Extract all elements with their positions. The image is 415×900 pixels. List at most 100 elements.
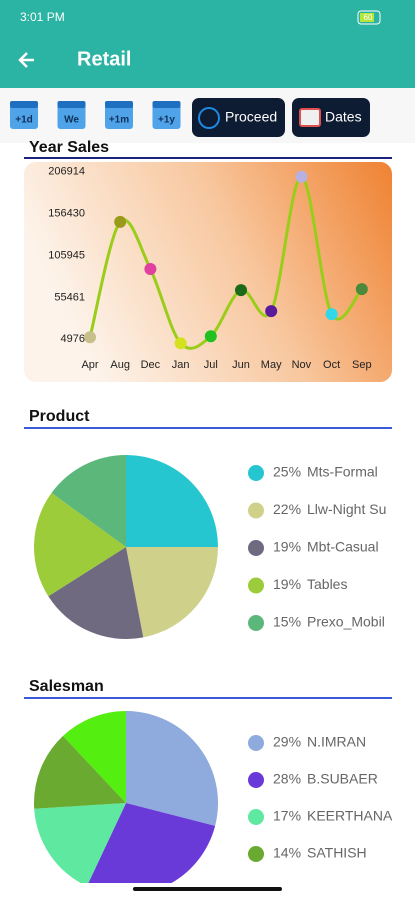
quick-range-label: We (64, 115, 79, 126)
legend-swatch (248, 540, 264, 556)
data-point (325, 308, 338, 321)
section-title: Year Sales (29, 139, 109, 156)
legend-value: 25% (273, 464, 301, 480)
legend-value: 28% (273, 771, 301, 787)
legend-value: 29% (273, 734, 301, 750)
data-point (144, 263, 157, 276)
pie-slice (34, 492, 126, 597)
legend-label: Tables (307, 576, 347, 592)
back-button[interactable] (18, 52, 34, 68)
y-tick-label: 105945 (48, 249, 85, 261)
legend-label: SATHISH (307, 845, 367, 861)
battery-text: 60 (364, 13, 373, 22)
legend-label: N.IMRAN (307, 734, 366, 750)
quick-range-label: +1m (109, 115, 129, 126)
x-tick-label: May (261, 359, 282, 371)
button-bg (292, 98, 370, 137)
pie-slice (34, 735, 126, 809)
nav-handle (133, 887, 282, 891)
pie-slice (34, 803, 126, 883)
action-button[interactable]: Dates (292, 98, 370, 137)
legend-swatch (248, 577, 264, 594)
battery-level (360, 13, 374, 22)
legend-swatch (248, 846, 264, 862)
legend-value: 15% (273, 614, 301, 630)
x-tick-label: Jun (232, 359, 250, 371)
pie-slice (126, 711, 218, 826)
data-point (235, 284, 247, 297)
legend-swatch (248, 735, 264, 751)
x-tick-label: Jul (204, 359, 218, 371)
data-point (204, 330, 217, 343)
y-tick-label: 55461 (54, 291, 85, 303)
button-label: Proceed (225, 109, 277, 125)
pie-slice (48, 547, 144, 639)
legend-label: Mts-Formal (307, 464, 378, 480)
legend-swatch (248, 772, 264, 788)
quick-range-label: +1y (158, 115, 175, 126)
legend-label: B.SUBAER (307, 771, 378, 787)
quick-range-button[interactable]: We (57, 101, 86, 129)
legend-value: 14% (273, 845, 301, 861)
section-title: Salesman (29, 678, 104, 695)
x-tick-label: Sep (352, 359, 372, 371)
quick-range-button[interactable]: +1y (152, 101, 181, 129)
legend: 29% N.IMRAN 28% B.SUBAER 17% KEERTHANA 14% SATH… (248, 734, 393, 862)
data-point (355, 283, 368, 296)
data-point (174, 337, 187, 350)
calendar-top (57, 101, 86, 108)
legend-value: 22% (273, 501, 301, 517)
legend: 25% Mts-Formal 22% Llw-Night Su 19% Mbt-Casua… (248, 464, 386, 631)
x-tick-label: Apr (81, 359, 98, 371)
data-point (295, 170, 308, 183)
calendar-top (152, 101, 181, 108)
data-point (84, 331, 96, 344)
x-tick-label: Nov (292, 359, 312, 371)
line-series (88, 175, 363, 350)
data-point (114, 215, 127, 228)
legend-label: Prexo_Mobil (307, 614, 385, 630)
pie-slice (63, 711, 126, 803)
legend-value: 19% (273, 576, 301, 592)
legend-label: Mbt-Casual (307, 539, 379, 555)
quick-range-label: +1d (15, 115, 33, 126)
pie-slice (126, 455, 218, 547)
app-bar (0, 0, 415, 88)
x-tick-label: Oct (323, 359, 340, 371)
pie-slice (126, 547, 218, 638)
calendar-top (10, 101, 38, 108)
data-point (265, 305, 278, 318)
legend-swatch (248, 465, 264, 481)
legend-value: 19% (273, 539, 301, 555)
legend-swatch (248, 615, 264, 631)
x-tick-label: Aug (110, 359, 130, 371)
pie (34, 455, 218, 639)
legend-label: KEERTHANA (307, 808, 393, 824)
pie-slice (88, 803, 216, 883)
button-bg (192, 98, 285, 137)
y-tick-label: 4976 (61, 333, 85, 345)
quick-range-button[interactable]: +1d (10, 101, 38, 129)
pie (34, 711, 218, 883)
chart-card (24, 162, 392, 382)
button-label: Dates (325, 109, 362, 125)
y-tick-label: 206914 (48, 166, 85, 178)
header-title: Retail (77, 48, 131, 70)
quick-range-button[interactable]: +1m (105, 101, 133, 129)
calendar-top (105, 101, 133, 108)
button-icon (299, 108, 321, 127)
section-title: Product (29, 408, 90, 425)
y-tick-label: 156430 (48, 207, 85, 219)
legend-swatch (248, 502, 264, 519)
pie-slice (51, 455, 126, 547)
x-tick-label: Dec (141, 359, 161, 371)
x-tick-label: Jan (172, 359, 190, 371)
button-icon (198, 107, 220, 129)
status-time: 3:01 PM (20, 10, 65, 24)
legend-value: 17% (273, 808, 301, 824)
legend-label: Llw-Night Su (307, 501, 386, 517)
legend-swatch (248, 809, 264, 825)
action-button[interactable]: Proceed (192, 98, 285, 137)
battery-icon (357, 10, 381, 25)
